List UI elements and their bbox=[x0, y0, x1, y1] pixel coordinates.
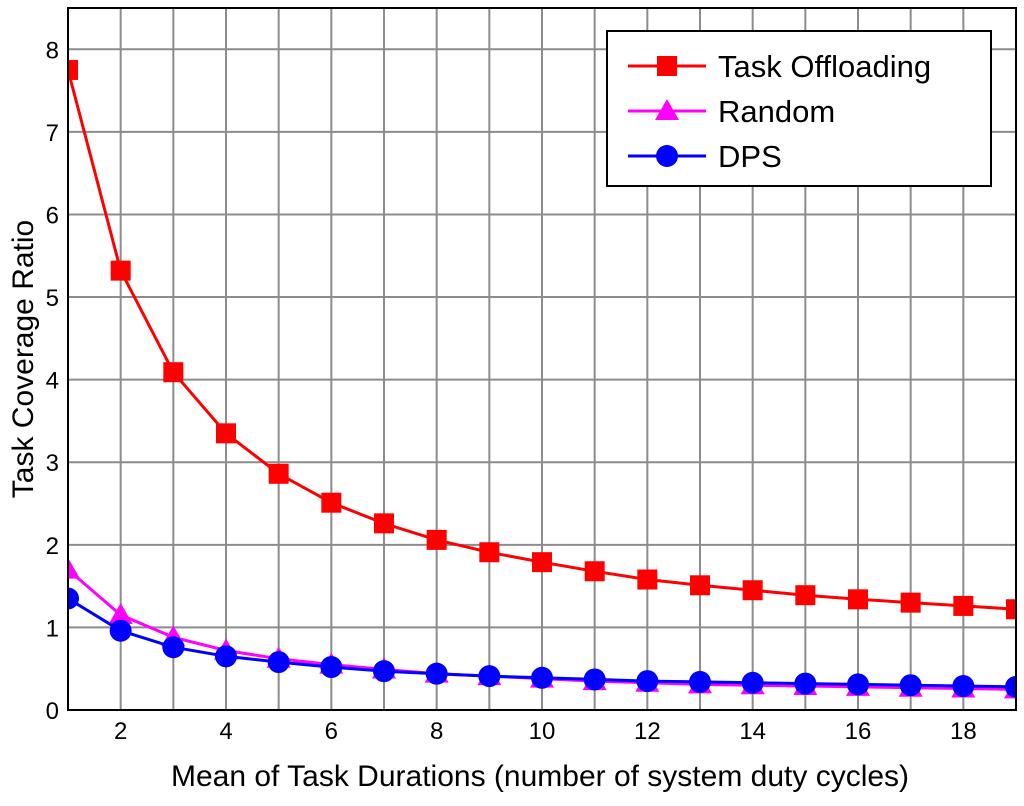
data-point bbox=[373, 660, 395, 683]
data-point bbox=[1006, 599, 1016, 620]
data-point bbox=[110, 260, 131, 281]
data-point bbox=[163, 362, 184, 383]
data-point bbox=[794, 672, 817, 695]
x-tick-label: 14 bbox=[739, 718, 766, 745]
data-point bbox=[68, 59, 78, 80]
data-point bbox=[583, 668, 606, 691]
legend-label: Random bbox=[718, 94, 835, 129]
y-tick-label: 2 bbox=[46, 533, 59, 560]
data-point bbox=[848, 589, 868, 610]
data-point bbox=[109, 619, 132, 642]
data-point bbox=[637, 569, 658, 590]
data-point bbox=[108, 603, 133, 625]
legend-item: DPS bbox=[628, 139, 782, 174]
legend-label: Task Offloading bbox=[718, 49, 931, 84]
data-point bbox=[1005, 675, 1016, 698]
data-point bbox=[68, 587, 79, 610]
x-tick-label: 16 bbox=[845, 718, 872, 745]
y-tick-label: 5 bbox=[46, 285, 59, 312]
legend-marker bbox=[655, 99, 679, 120]
data-point bbox=[374, 513, 394, 534]
legend-marker bbox=[657, 56, 677, 76]
data-point bbox=[68, 557, 80, 579]
data-point bbox=[478, 665, 501, 688]
x-tick-label: 10 bbox=[529, 718, 556, 745]
data-point bbox=[952, 675, 975, 698]
data-point bbox=[426, 529, 447, 550]
x-tick-label: 6 bbox=[325, 718, 338, 745]
data-point bbox=[689, 670, 711, 693]
data-point bbox=[216, 423, 236, 444]
data-point bbox=[267, 651, 290, 674]
x-tick-label: 8 bbox=[430, 718, 443, 745]
x-tick-label: 18 bbox=[950, 718, 977, 745]
x-axis-title: Mean of Task Durations (number of system… bbox=[171, 760, 909, 793]
data-point bbox=[900, 592, 921, 613]
y-axis-title: Task Coverage Ratio bbox=[7, 220, 40, 498]
y-tick-label: 3 bbox=[46, 450, 59, 477]
data-point bbox=[847, 673, 869, 696]
series-dps bbox=[68, 587, 1016, 698]
data-point bbox=[742, 580, 763, 601]
y-tick-label: 0 bbox=[46, 698, 59, 725]
data-point bbox=[162, 636, 185, 659]
legend-item: Random bbox=[628, 94, 835, 129]
plot-frame bbox=[67, 7, 1017, 711]
data-point bbox=[741, 671, 764, 694]
y-tick-label: 1 bbox=[46, 615, 59, 642]
legend-item: Task Offloading bbox=[628, 49, 931, 84]
data-point bbox=[425, 662, 448, 685]
y-tick-label: 8 bbox=[46, 37, 59, 64]
data-point bbox=[320, 656, 343, 679]
data-point bbox=[532, 552, 552, 573]
y-tick-label: 4 bbox=[46, 368, 59, 395]
data-point bbox=[636, 670, 659, 693]
x-tick-label: 4 bbox=[219, 718, 232, 745]
legend-marker bbox=[656, 145, 678, 167]
data-point bbox=[795, 585, 816, 606]
y-tick-label: 6 bbox=[46, 202, 59, 229]
y-tick-label: 7 bbox=[46, 120, 59, 147]
data-point bbox=[953, 595, 974, 616]
data-point bbox=[899, 674, 922, 697]
legend-label: DPS bbox=[718, 139, 782, 174]
data-point bbox=[584, 561, 605, 582]
x-tick-label: 12 bbox=[634, 718, 661, 745]
data-point bbox=[531, 666, 553, 689]
data-point bbox=[690, 575, 710, 596]
data-point bbox=[321, 492, 342, 513]
legend: Task Offloading Random DPS bbox=[606, 30, 992, 187]
data-point bbox=[268, 463, 289, 484]
data-point bbox=[479, 542, 500, 563]
series-layer bbox=[68, 59, 1016, 699]
x-tick-label: 2 bbox=[114, 718, 127, 745]
series-task-offloading bbox=[68, 59, 1016, 620]
data-point bbox=[215, 645, 237, 668]
